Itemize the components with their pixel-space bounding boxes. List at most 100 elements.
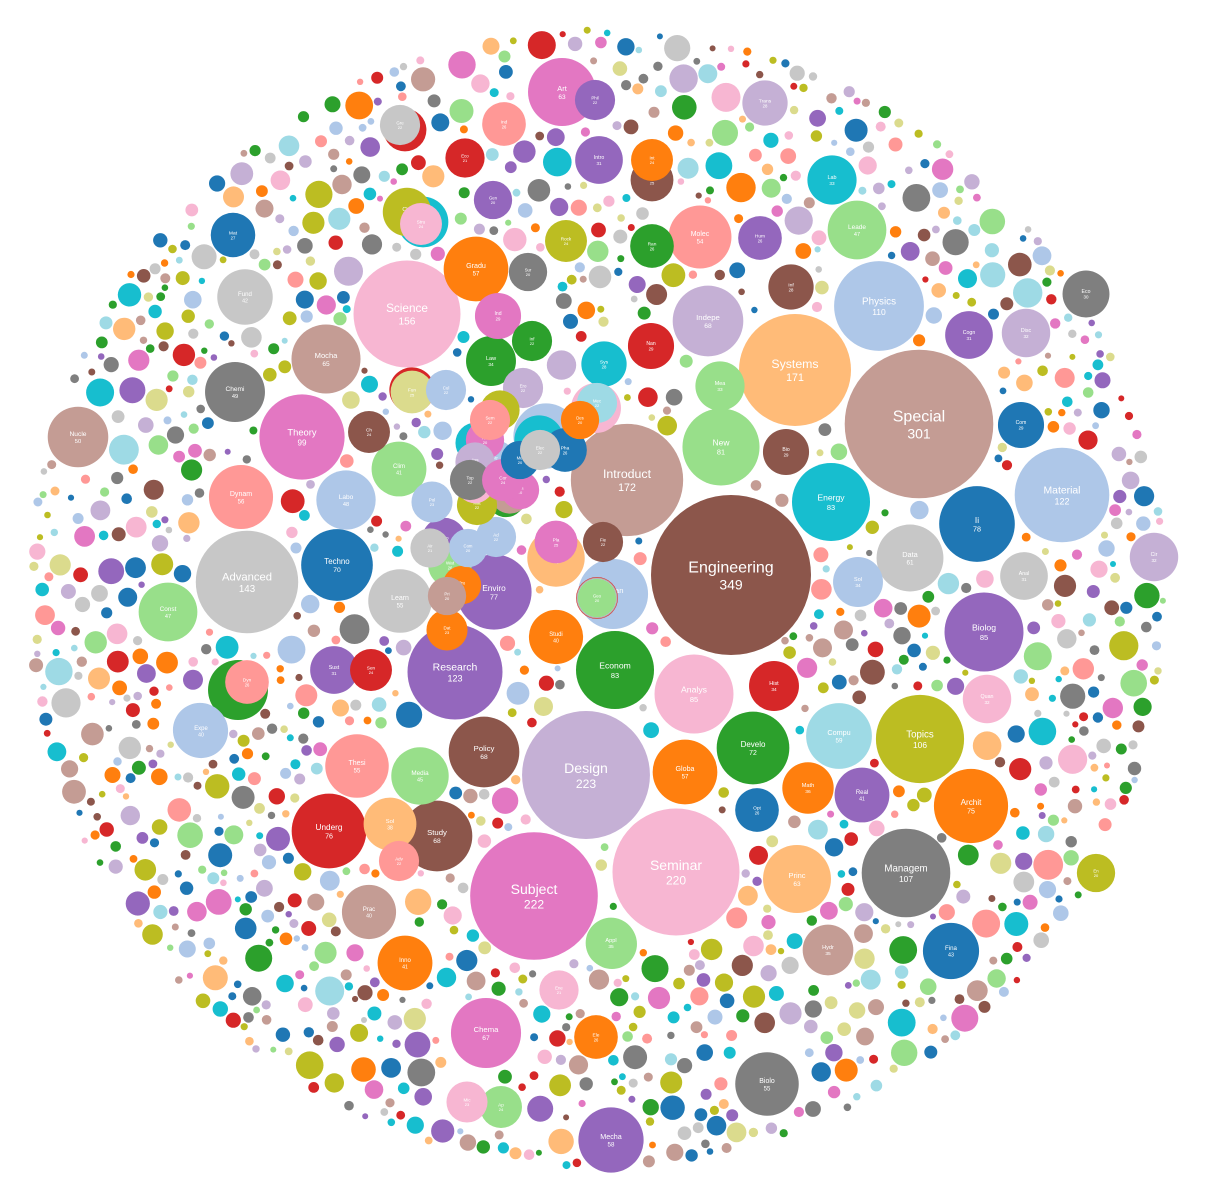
bubble-circle[interactable] <box>470 832 598 960</box>
bubble-circle[interactable] <box>827 200 887 260</box>
bubble-circle[interactable] <box>259 394 345 480</box>
bubble-circle[interactable] <box>371 441 427 497</box>
bubble-circle[interactable] <box>400 203 442 245</box>
bubble-circle[interactable] <box>581 341 627 387</box>
bubble-circle[interactable] <box>716 711 790 785</box>
bubble-circle[interactable] <box>575 136 623 184</box>
bubble-circle[interactable] <box>480 1086 522 1128</box>
bubble-circle[interactable] <box>448 528 488 568</box>
bubble-circle[interactable] <box>782 762 834 814</box>
bubble-circle[interactable] <box>738 216 782 260</box>
bubble-circle[interactable] <box>844 349 994 499</box>
bubble-circle[interactable] <box>791 462 871 542</box>
bubble-circle[interactable] <box>474 292 522 340</box>
bubble-circle[interactable] <box>377 935 433 991</box>
bubble-circle[interactable] <box>806 703 872 769</box>
bubble-circle[interactable] <box>210 212 256 258</box>
bubble-circle[interactable] <box>672 285 744 357</box>
bubble-circle[interactable] <box>443 236 509 302</box>
bubble-circle[interactable] <box>834 261 924 351</box>
bubble-circle[interactable] <box>1000 552 1048 600</box>
bubble-circle[interactable] <box>482 102 526 146</box>
bubble-circle[interactable] <box>173 703 229 759</box>
bubble-circle[interactable] <box>652 739 718 805</box>
bubble-circle[interactable] <box>876 524 944 592</box>
bubble-circle[interactable] <box>1062 270 1110 318</box>
bubble-circle[interactable] <box>668 205 732 269</box>
bubble-circle[interactable] <box>316 470 376 530</box>
bubble-circle[interactable] <box>560 400 600 440</box>
bubble-circle[interactable] <box>749 661 799 711</box>
bubble-circle[interactable] <box>325 734 389 798</box>
bubble-circle[interactable] <box>578 1107 644 1173</box>
bubble-circle[interactable] <box>534 520 578 564</box>
bubble-circle[interactable] <box>445 138 485 178</box>
bubble-circle[interactable] <box>682 408 760 486</box>
bubble-circle[interactable] <box>522 711 650 839</box>
bubble-circle[interactable] <box>425 369 467 411</box>
bubble-circle[interactable] <box>735 788 779 832</box>
bubble-circle[interactable] <box>410 528 450 568</box>
bubble-circle[interactable] <box>519 429 561 471</box>
bubble-circle[interactable] <box>742 80 788 126</box>
bubble-circle[interactable] <box>997 401 1045 449</box>
bubble-circle[interactable] <box>570 423 684 537</box>
bubble-circle[interactable] <box>448 716 520 788</box>
bubble-circle[interactable] <box>651 495 811 655</box>
bubble-circle[interactable] <box>944 592 1024 672</box>
bubble-circle[interactable] <box>390 370 434 414</box>
bubble-circle[interactable] <box>735 1052 799 1116</box>
bubble-circle[interactable] <box>875 694 965 784</box>
bubble-circle[interactable] <box>195 530 299 634</box>
bubble-circle[interactable] <box>763 845 831 913</box>
bubble-circle[interactable] <box>363 797 417 851</box>
bubble-circle[interactable] <box>922 922 980 980</box>
bubble-circle[interactable] <box>391 747 449 805</box>
